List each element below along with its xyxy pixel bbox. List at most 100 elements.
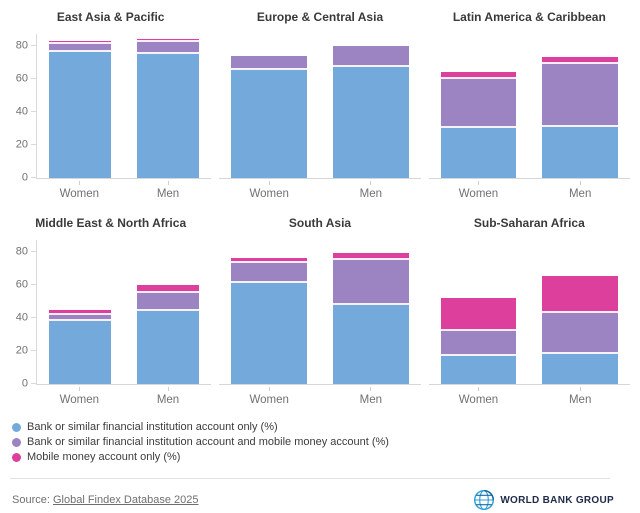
panel-title: Sub-Saharan Africa [473,216,585,230]
bar-segment [440,78,517,129]
chart-panel: Sub-Saharan Africa Women Men [428,214,630,406]
chart-panel: Latin America & Caribbean Women Men [428,8,630,200]
y-tick-mark [31,250,36,252]
legend-item: Bank or similar financial institution ac… [12,420,630,435]
x-tick-mark [370,387,372,391]
y-tick-mark [31,316,36,318]
footer: Source: Global Findex Database 2025 WORL… [10,479,630,511]
bar-segment [440,72,517,79]
x-label-text: Women [59,394,100,406]
divider [10,478,610,479]
panel-body: 0 20 40 60 80 Women Men [10,34,212,200]
bar-segment [49,43,112,53]
panel-title: Middle East & North Africa [35,216,187,230]
panel-title: East Asia & Pacific [56,10,165,24]
y-axis: 0 20 40 60 80 [10,240,36,389]
bar-segment [137,53,200,178]
x-label: Men [542,181,618,200]
y-tick-label: 80 [15,39,28,52]
x-label: Men [137,387,200,406]
bar-segment [333,67,409,178]
bar-segment [231,55,307,71]
bar-segment [137,39,200,43]
x-tick-mark [579,387,581,391]
stacked-bar-women [231,258,307,384]
plot-column: Women Men [219,240,421,406]
y-tick-mark [31,143,36,145]
x-label-text: Women [458,394,499,406]
x-axis-labels: Women Men [36,181,211,200]
bar-segment [333,304,409,384]
bar-segment [440,331,517,356]
plot-column: Women Men [36,34,212,200]
bar-segment [137,284,200,293]
world-bank-logo: WORLD BANK GROUP [473,489,614,511]
bar-segment [440,128,517,178]
x-label-text: Women [249,394,289,406]
legend-item: Mobile money account only (%) [12,450,630,465]
bar-segment [137,292,200,312]
stacked-bar-men [333,253,409,384]
bar-segment [137,42,200,54]
panel-body: 0 20 40 60 80 Women Men [10,240,212,406]
x-label: Women [231,181,307,200]
bar-segment [542,312,618,355]
source-prefix: Source: [12,494,50,506]
panel-title: Latin America & Caribbean [452,10,606,24]
y-tick-label: 20 [15,344,28,357]
bar-segment [49,52,112,178]
x-tick-mark [167,387,169,391]
x-label: Men [333,181,409,200]
y-axis: 0 20 40 60 80 [10,34,36,183]
bar-segment [542,276,618,313]
bar-segment [137,311,200,384]
plot-area [219,34,421,179]
legend-dot-icon [12,453,21,462]
plot-column: Women Men [428,240,630,406]
x-tick-mark [268,181,270,185]
chart-panel: Europe & Central Asia Women Men [219,8,421,200]
y-tick-mark [31,283,36,285]
stacked-bar-men [137,39,200,178]
x-label: Women [231,387,307,406]
bar-segment [333,253,409,260]
bar-segment [542,57,618,64]
panel-title: South Asia [288,216,352,230]
y-tick-label: 60 [15,72,28,85]
bar-segment [333,45,409,68]
plot-area [36,34,212,179]
plot-area [36,240,212,385]
plot-column: Women Men [219,34,421,200]
stacked-bar-women [440,72,517,178]
y-tick-mark [31,177,36,178]
x-label: Women [48,181,111,200]
chart-panel: Middle East & North Africa 0 20 40 60 80 Women… [10,214,212,406]
bar-segment [542,63,618,127]
x-axis-labels: Women Men [429,181,630,200]
x-tick-mark [268,387,270,391]
stacked-bar-women [49,40,112,178]
x-label-text: Women [249,188,289,200]
stacked-bar-men [542,57,618,178]
x-tick-mark [477,181,479,185]
panel-body: Women Men [428,240,630,406]
x-tick-mark [78,387,80,391]
bar-segment [231,70,307,178]
source-link[interactable]: Global Findex Database 2025 [52,494,199,506]
stacked-bar-women [231,55,307,178]
bar-segment [542,354,618,384]
panel-title: Europe & Central Asia [256,10,384,24]
x-label-text: Men [568,394,592,406]
y-tick-mark [31,77,36,79]
x-label-text: Men [156,394,180,406]
y-tick-label: 0 [21,171,28,184]
x-label-text: Women [59,188,100,200]
bar-segment [542,126,618,178]
legend-label: Bank or similar financial institution ac… [27,421,278,433]
plot-column: Women Men [36,240,212,406]
x-label: Men [137,181,200,200]
x-axis-labels: Women Men [429,387,630,406]
stacked-bar-men [333,45,409,178]
globe-icon [474,489,495,511]
x-label-text: Men [359,394,383,406]
